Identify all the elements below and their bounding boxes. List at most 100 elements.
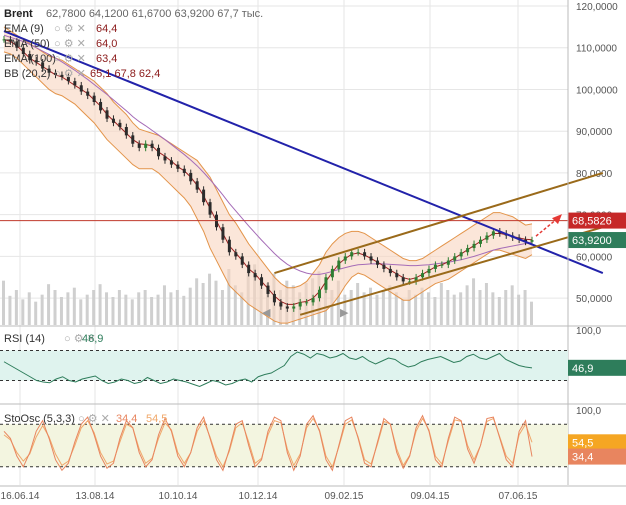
volume-bar bbox=[47, 284, 51, 325]
volume-bar bbox=[98, 284, 102, 325]
volume-bar bbox=[472, 278, 476, 325]
candle-body bbox=[182, 168, 186, 173]
volume-bar bbox=[21, 299, 25, 325]
volume-bar bbox=[446, 290, 450, 325]
candle-body bbox=[337, 260, 341, 269]
y-tick-label: 80,0000 bbox=[576, 169, 613, 180]
candle-body bbox=[240, 256, 244, 265]
resistance-label-bg bbox=[568, 212, 626, 229]
candle-body bbox=[234, 252, 238, 257]
volume-bar bbox=[117, 290, 121, 325]
volume-bar bbox=[414, 294, 418, 325]
volume-bar bbox=[182, 295, 186, 325]
volume-bar bbox=[143, 290, 147, 325]
candle-body bbox=[318, 289, 322, 299]
candle-body bbox=[453, 256, 457, 261]
volume-bar bbox=[214, 280, 218, 325]
candle-body bbox=[433, 264, 437, 269]
candle-body bbox=[311, 298, 315, 303]
candle-body bbox=[163, 156, 167, 161]
volume-bar bbox=[53, 290, 57, 325]
rsi-value: 46,9 bbox=[82, 333, 103, 345]
volume-bar bbox=[240, 292, 244, 325]
candle-body bbox=[466, 248, 470, 253]
volume-bar bbox=[394, 292, 398, 325]
volume-bar bbox=[530, 301, 533, 325]
ema-50-line bbox=[3, 34, 533, 275]
candle-body bbox=[279, 302, 283, 307]
volume-bar bbox=[362, 292, 366, 325]
volume-bar bbox=[188, 287, 192, 325]
volume-bar bbox=[433, 297, 437, 325]
volume-bar bbox=[407, 290, 411, 325]
candle-body bbox=[202, 189, 206, 203]
price-label-bg bbox=[568, 232, 626, 249]
candle-body bbox=[343, 256, 347, 261]
volume-bar bbox=[401, 299, 405, 325]
legend-name: BB (20,2) bbox=[4, 68, 50, 80]
volume-bar bbox=[375, 294, 379, 325]
candle-body bbox=[530, 240, 534, 242]
candle-body bbox=[47, 68, 51, 73]
candle-body bbox=[266, 285, 270, 294]
candle-body bbox=[105, 110, 109, 119]
legend-icons: ○ ⚙ ✕ bbox=[54, 23, 86, 35]
candle-body bbox=[247, 264, 251, 274]
ohlc-readout: 62,7800 64,1200 61,6700 63,9200 67,7 тыс… bbox=[46, 8, 263, 20]
candle-body bbox=[15, 41, 19, 48]
candle-body bbox=[478, 239, 482, 244]
x-tick-label: 10.12.14 bbox=[239, 491, 278, 502]
candle-body bbox=[73, 81, 77, 86]
volume-bar bbox=[349, 290, 353, 325]
volume-bar bbox=[484, 283, 488, 325]
volume-bar bbox=[452, 294, 456, 325]
volume-bar bbox=[420, 287, 424, 325]
volume-bar bbox=[220, 290, 224, 325]
trendline-down bbox=[3, 30, 604, 275]
volume-bar bbox=[85, 294, 89, 325]
y-tick-label: 50,0000 bbox=[576, 294, 613, 305]
resistance-label: 68,5826 bbox=[572, 216, 612, 228]
candle-body bbox=[34, 60, 38, 63]
candle-body bbox=[414, 277, 418, 282]
stoch-k-label: 34,4 bbox=[572, 452, 593, 464]
volume-bar bbox=[34, 301, 38, 325]
scroll-left-icon: ◀ bbox=[262, 307, 271, 319]
candle-body bbox=[485, 235, 489, 240]
volume-bar bbox=[388, 285, 392, 325]
volume-bar bbox=[40, 294, 44, 325]
candle-body bbox=[176, 164, 180, 169]
candle-body bbox=[446, 260, 450, 265]
rsi-value-label-bg bbox=[568, 359, 626, 376]
stoch-title: StoOsc (5,3,3) bbox=[4, 413, 75, 425]
legend-value: 64,4 bbox=[96, 23, 117, 35]
stoch-d-label: 54,5 bbox=[572, 437, 593, 449]
candle-body bbox=[395, 273, 399, 278]
candle-body bbox=[292, 306, 296, 309]
candle-body bbox=[8, 39, 12, 42]
candle-body bbox=[144, 143, 148, 148]
volume-bar bbox=[369, 287, 373, 325]
candle-body bbox=[195, 181, 199, 190]
candle-body bbox=[79, 85, 83, 92]
candle-body bbox=[189, 172, 193, 182]
candle-body bbox=[363, 252, 367, 257]
y-tick-label: 100,0000 bbox=[576, 85, 618, 96]
trendline-chan-upper bbox=[274, 171, 604, 275]
candle-body bbox=[305, 302, 309, 304]
volume-bar bbox=[426, 292, 430, 325]
candle-body bbox=[28, 53, 32, 61]
candle-body bbox=[388, 268, 392, 274]
y-tick-label: 110,0000 bbox=[576, 44, 617, 55]
candle-body bbox=[131, 135, 135, 144]
volume-bar bbox=[517, 294, 521, 325]
candle-body bbox=[92, 95, 96, 102]
volume-bar bbox=[497, 297, 501, 325]
legend-name: EMA (100) bbox=[4, 53, 56, 65]
volume-bar bbox=[79, 299, 83, 325]
candle-body bbox=[285, 306, 289, 309]
candle-body bbox=[260, 277, 264, 286]
candle-body bbox=[99, 101, 103, 111]
